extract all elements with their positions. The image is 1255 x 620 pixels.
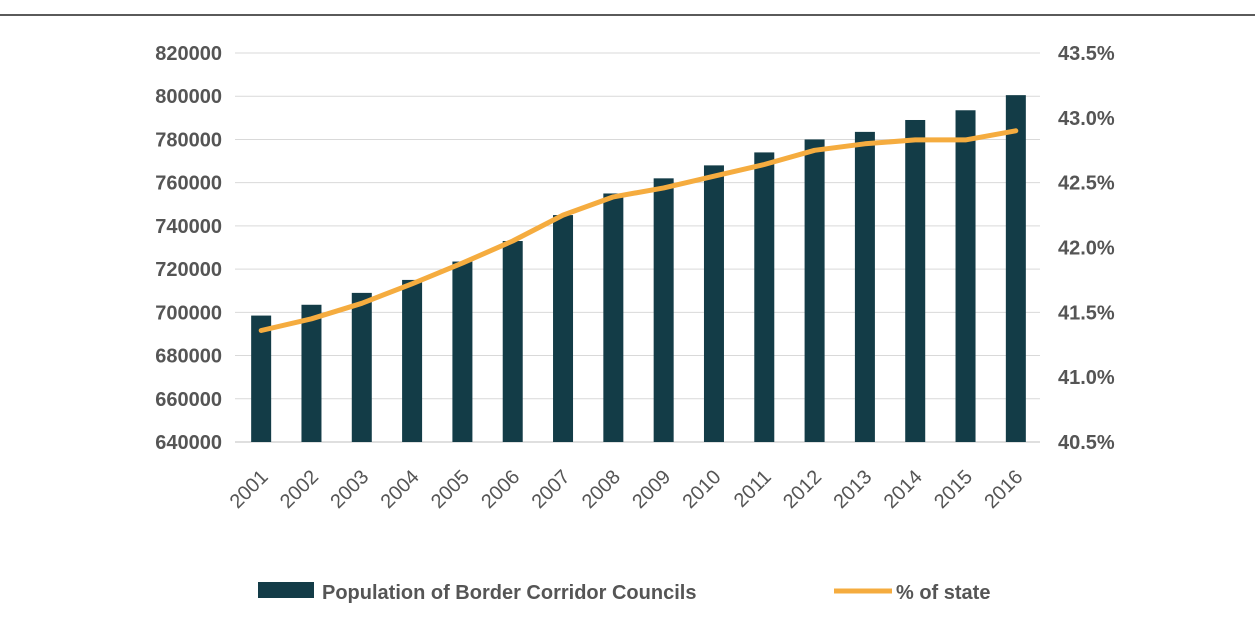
bar-2010 [703,165,724,442]
y-left-tick-label: 660000 [155,389,222,411]
bar-2012 [804,139,825,442]
bar-2011 [754,152,775,442]
y-left-tick-label: 680000 [155,346,222,368]
x-tick-label: 2005 [427,466,474,513]
bar-2007 [553,215,574,442]
y-left-tick-label: 720000 [155,259,222,281]
y-left-tick-label: 740000 [155,216,222,238]
x-tick-label: 2014 [880,466,927,513]
x-tick-label: 2015 [930,466,977,513]
bar-series [251,95,1026,443]
x-tick-label: 2012 [779,466,826,513]
right-axis-ticks: 43.5% 43.0% 42.5% 42.0% 41.5% 41.0% 40.5% [1058,43,1115,454]
y-right-tick-label: 43.0% [1058,108,1115,130]
y-right-tick-label: 40.5% [1058,432,1115,454]
bar-2015 [955,110,976,443]
legend-swatch-population [258,582,314,598]
legend-label-population: Population of Border Corridor Councils [322,582,696,604]
y-right-tick-label: 41.5% [1058,302,1115,324]
bar-2005 [452,261,473,442]
y-right-tick-label: 42.5% [1058,173,1115,195]
x-tick-label: 2013 [829,466,876,513]
percent-of-state-line [258,128,1019,333]
bar-2001 [251,315,272,442]
y-left-tick-label: 820000 [155,43,222,65]
x-tick-label: 2003 [326,466,373,513]
bar-2014 [905,119,926,442]
y-left-tick-label: 640000 [155,432,222,454]
top-rule [0,0,1255,16]
line-series [258,128,1019,333]
y-right-tick-label: 42.0% [1058,238,1115,260]
bar-2004 [402,279,423,442]
x-tick-label: 2011 [730,466,776,512]
x-tick-label: 2002 [276,466,323,513]
x-tick-label: 2009 [628,466,675,513]
bar-2003 [351,292,372,442]
x-tick-label: 2010 [678,466,725,513]
bar-2006 [502,241,523,442]
y-left-tick-label: 760000 [155,173,222,195]
y-left-tick-label: 800000 [155,86,222,108]
x-tick-label: 2008 [578,466,625,513]
x-tick-label: 2016 [980,466,1027,513]
x-tick-label: 2004 [377,466,424,513]
bar-2008 [603,193,624,442]
legend: Population of Border Corridor Councils %… [258,582,990,604]
x-tick-label: 2006 [477,466,524,513]
x-tick-label: 2001 [226,466,273,513]
x-axis-ticks: 2001 2002 2003 2004 2005 2006 2007 2008 2009 2010… [226,466,1028,513]
y-left-tick-label: 780000 [155,129,222,151]
bar-2002 [301,304,322,442]
left-axis-ticks: 820000 800000 780000 760000 740000 720000 7000… [155,43,222,454]
bar-2013 [854,131,875,442]
bar-2009 [653,178,674,442]
y-right-tick-label: 41.0% [1058,367,1115,389]
y-left-tick-label: 700000 [155,302,222,324]
legend-label-percent: % of state [896,582,990,604]
bar-2016 [1005,95,1026,443]
x-tick-label: 2007 [528,466,575,513]
y-right-tick-label: 43.5% [1058,43,1115,65]
